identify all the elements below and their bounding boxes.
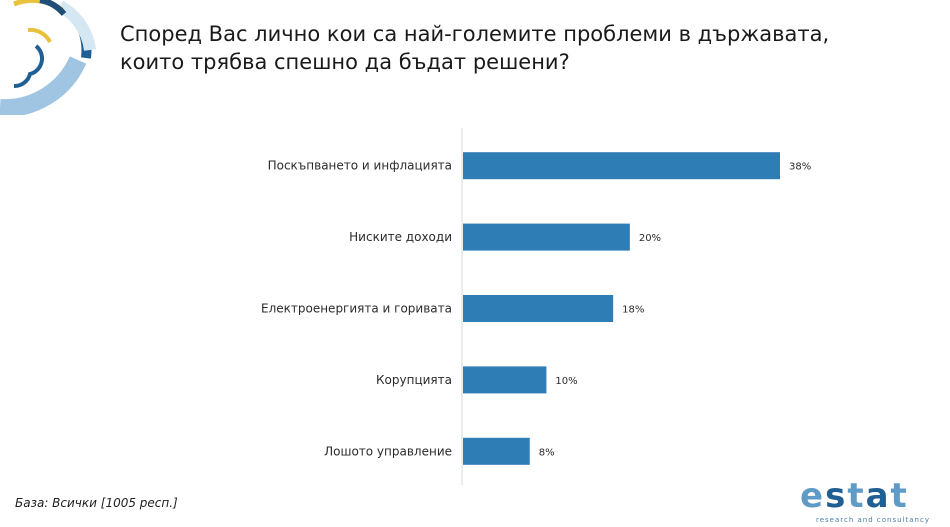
data-label: 20% [639,233,661,244]
brand-logo: estat research and consultancy [800,476,940,524]
data-label: 18% [622,305,644,316]
category-label: Лошото управление [324,444,452,458]
bar [463,366,547,394]
arc-light-blue [0,56,87,115]
category-label: Ниските доходи [349,230,452,244]
brand-tagline: research and consultancy [816,516,930,524]
arc-navy-top [39,0,67,17]
category-label: Поскъпването и инфлацията [268,159,452,173]
bar [463,152,780,180]
corner-arc-logo [0,0,96,115]
arc-gold-inner [27,27,52,44]
base-note: База: Всички [1005 респ.] [15,496,178,510]
arc-navy-inner [13,44,44,88]
bar [463,295,614,322]
bar [463,437,530,465]
data-label: 10% [555,376,577,387]
bar [463,223,630,251]
category-label: Електроенергията и горивата [261,302,452,316]
brand-wordmark: estat [800,476,909,516]
category-label: Корупцията [376,373,452,387]
data-label: 38% [789,162,811,173]
chart-title: Според Вас лично кои са най-големите про… [120,22,830,74]
arc-pale-blue [56,0,96,51]
data-label: 8% [539,447,555,458]
